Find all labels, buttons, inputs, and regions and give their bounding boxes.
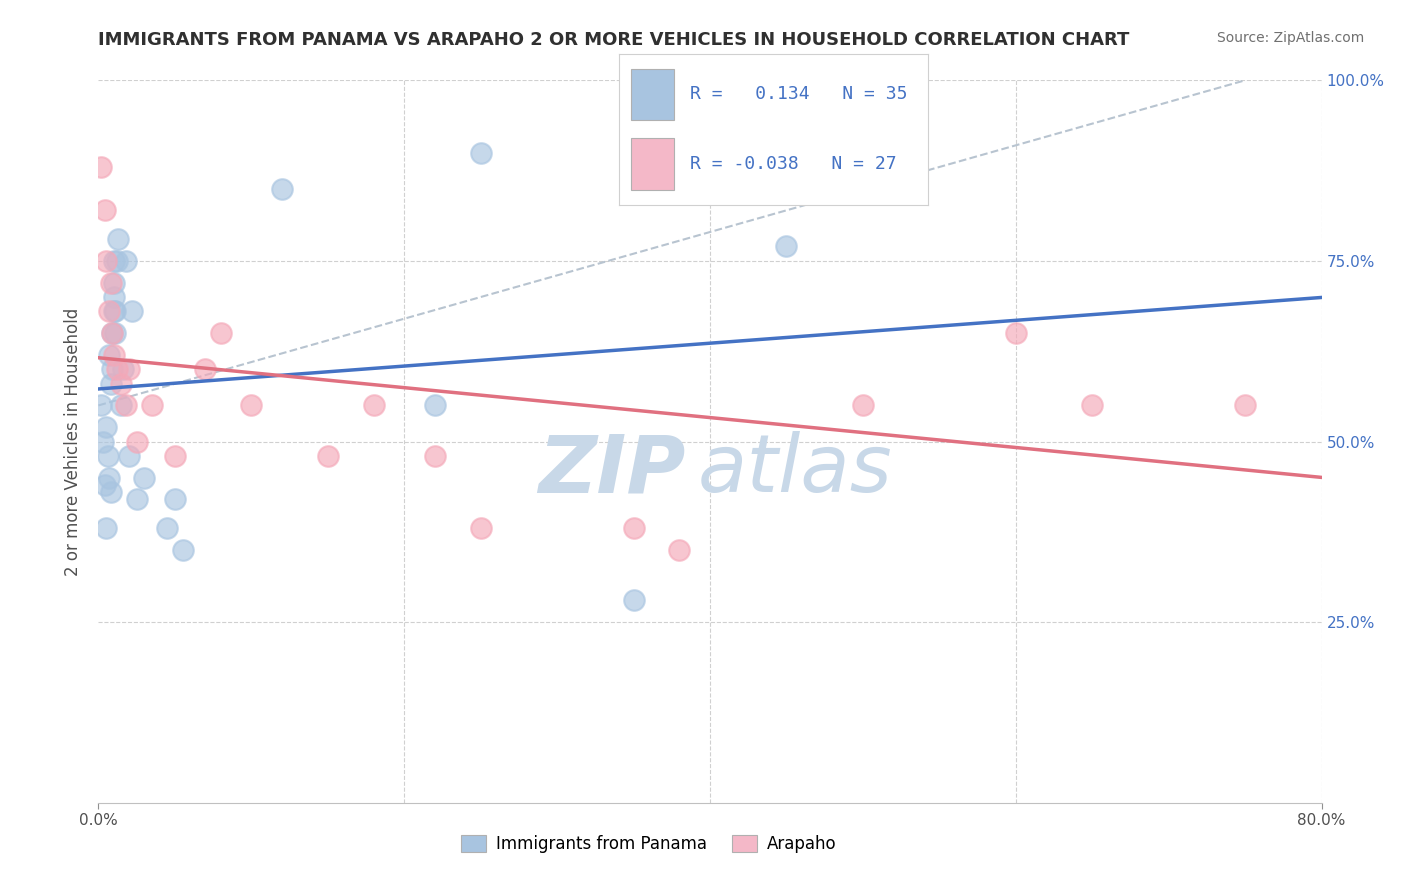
Point bbox=[194, 362, 217, 376]
Point bbox=[94, 420, 117, 434]
Point bbox=[98, 348, 121, 362]
Point bbox=[90, 160, 112, 174]
Legend: Immigrants from Panama, Arapaho: Immigrants from Panama, Arapaho bbox=[454, 828, 844, 860]
Point bbox=[363, 398, 385, 412]
Point bbox=[623, 593, 645, 607]
Point bbox=[100, 485, 122, 500]
Point bbox=[110, 398, 132, 412]
Point bbox=[118, 362, 141, 376]
Y-axis label: 2 or more Vehicles in Household: 2 or more Vehicles in Household bbox=[65, 308, 83, 575]
Point bbox=[668, 542, 690, 557]
Point bbox=[107, 232, 129, 246]
Point bbox=[270, 182, 294, 196]
Text: R =   0.134   N = 35: R = 0.134 N = 35 bbox=[690, 86, 907, 103]
Point bbox=[101, 362, 124, 376]
Point bbox=[1081, 398, 1104, 412]
Point bbox=[1004, 326, 1026, 341]
Point bbox=[110, 376, 132, 391]
Point bbox=[101, 326, 124, 341]
Point bbox=[98, 304, 121, 318]
Point bbox=[470, 145, 492, 160]
Point bbox=[172, 542, 194, 557]
Point bbox=[470, 521, 492, 535]
Point bbox=[91, 434, 114, 449]
Point bbox=[423, 398, 446, 412]
Point bbox=[93, 203, 115, 218]
Point bbox=[141, 398, 163, 412]
Point bbox=[104, 304, 127, 318]
Point bbox=[118, 449, 141, 463]
Point bbox=[100, 376, 122, 391]
Point bbox=[103, 348, 125, 362]
Point bbox=[103, 253, 125, 268]
Point bbox=[103, 276, 125, 290]
Point bbox=[94, 521, 117, 535]
Point bbox=[100, 276, 122, 290]
Point bbox=[163, 492, 186, 507]
Text: ZIP: ZIP bbox=[538, 432, 686, 509]
Point bbox=[623, 521, 645, 535]
Point bbox=[93, 478, 115, 492]
Point bbox=[852, 398, 875, 412]
Point bbox=[316, 449, 339, 463]
Point bbox=[121, 304, 143, 318]
Text: atlas: atlas bbox=[697, 432, 893, 509]
Point bbox=[90, 398, 112, 412]
Point bbox=[94, 253, 117, 268]
Point bbox=[163, 449, 186, 463]
Text: Source: ZipAtlas.com: Source: ZipAtlas.com bbox=[1216, 31, 1364, 45]
Point bbox=[111, 362, 134, 376]
Point bbox=[97, 449, 120, 463]
Point bbox=[775, 239, 797, 253]
Bar bbox=[631, 69, 675, 120]
Point bbox=[115, 398, 138, 412]
Point bbox=[105, 253, 128, 268]
Point bbox=[156, 521, 179, 535]
Text: IMMIGRANTS FROM PANAMA VS ARAPAHO 2 OR MORE VEHICLES IN HOUSEHOLD CORRELATION CH: IMMIGRANTS FROM PANAMA VS ARAPAHO 2 OR M… bbox=[98, 31, 1130, 49]
Point bbox=[115, 253, 138, 268]
Point bbox=[104, 326, 127, 341]
Point bbox=[209, 326, 232, 341]
Point bbox=[1234, 398, 1257, 412]
Point bbox=[125, 434, 148, 449]
Point bbox=[103, 304, 125, 318]
Point bbox=[105, 362, 128, 376]
Point bbox=[98, 471, 121, 485]
Point bbox=[134, 471, 156, 485]
Point bbox=[101, 326, 124, 341]
Point bbox=[125, 492, 148, 507]
Point bbox=[423, 449, 446, 463]
Point bbox=[103, 290, 125, 304]
Point bbox=[240, 398, 263, 412]
Bar bbox=[631, 138, 675, 190]
Text: R = -0.038   N = 27: R = -0.038 N = 27 bbox=[690, 155, 897, 173]
